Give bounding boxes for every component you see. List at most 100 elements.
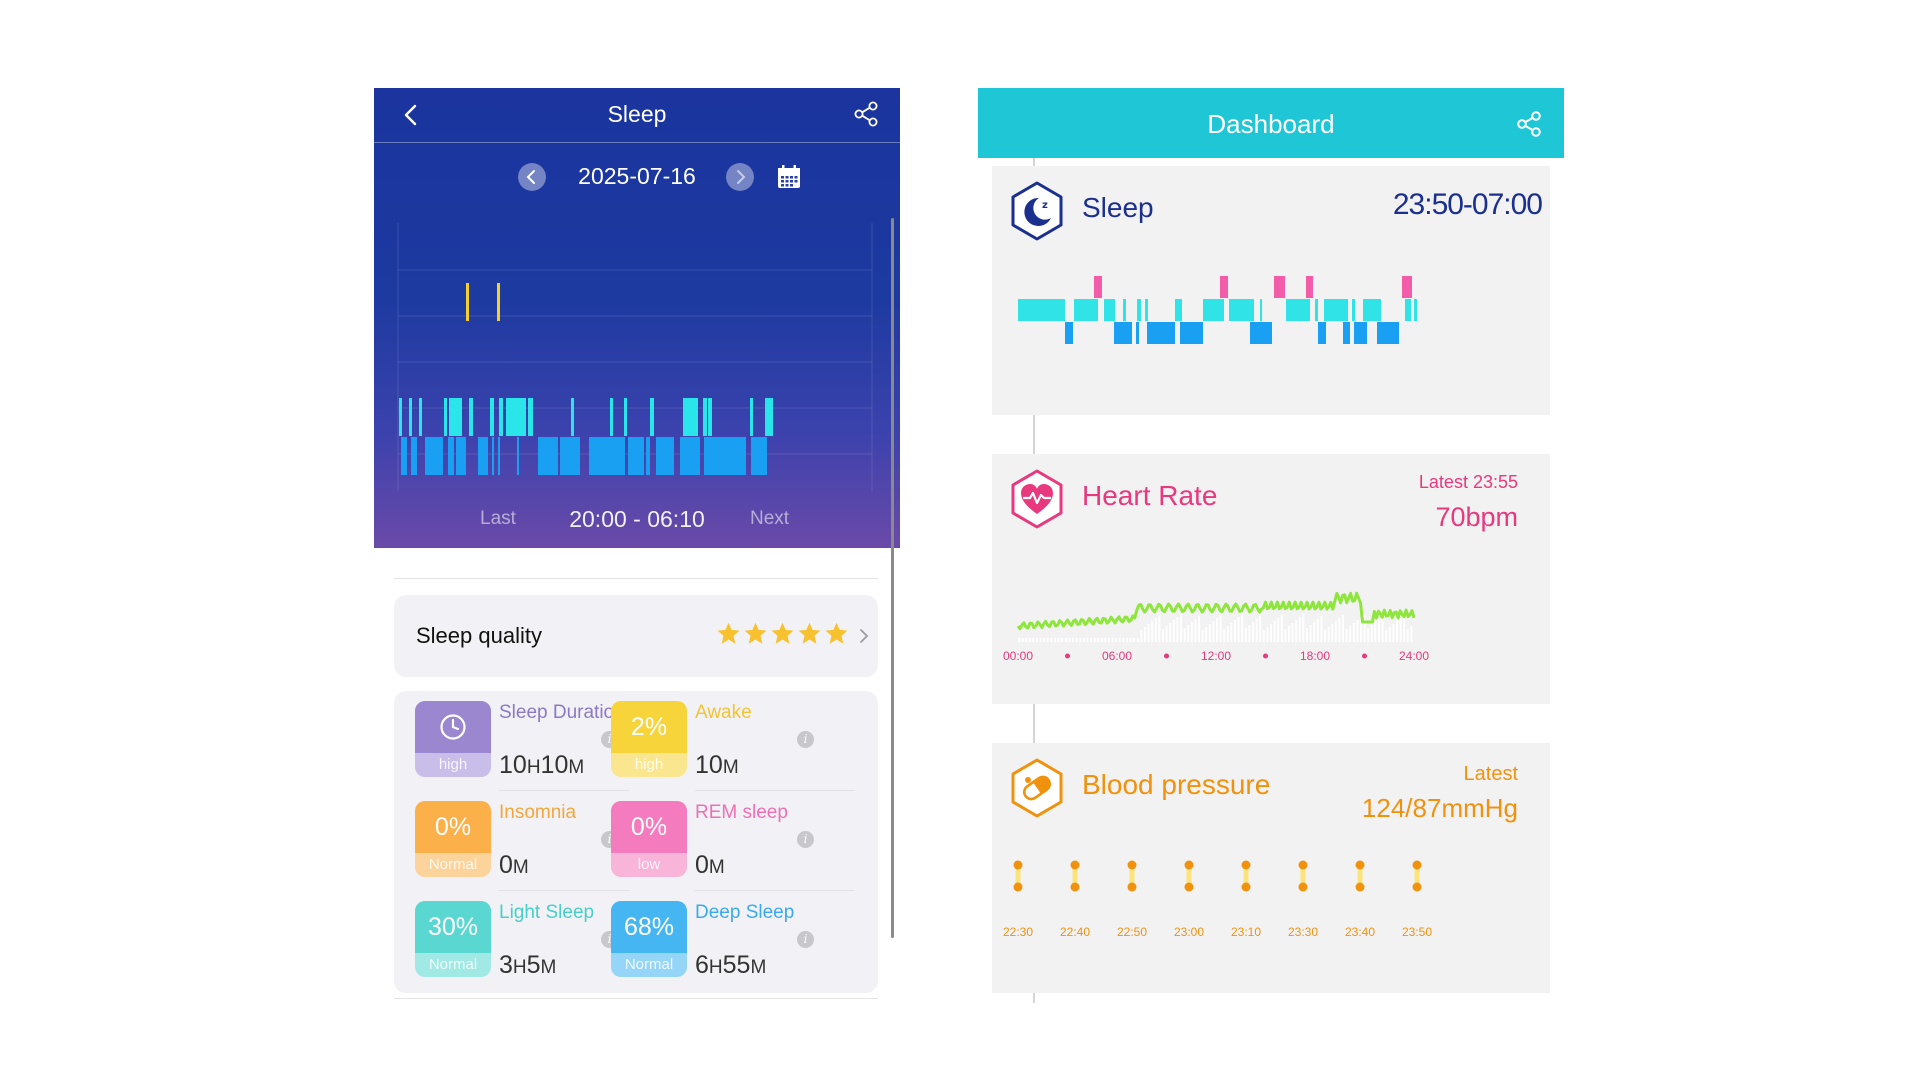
share-icon[interactable] <box>852 100 880 128</box>
sleep-card[interactable]: z Sleep 23:50-07:00 <box>992 166 1550 415</box>
stat-level: Normal <box>428 856 478 873</box>
stat-insomnia[interactable]: 0% Normal Insomnia i 0M <box>394 791 634 891</box>
stat-badge: 0% low <box>611 801 687 877</box>
calendar-icon[interactable] <box>776 164 802 190</box>
page-title: Sleep <box>607 101 667 127</box>
heart-rate-icon <box>1011 469 1063 529</box>
latest-label: Latest <box>1463 763 1518 785</box>
deep-segment <box>411 437 417 475</box>
x-axis-ticks: 00:00 06:00 12:00 18:00 24:00 <box>1003 649 1429 663</box>
stat-badge: 0% Normal <box>415 801 491 877</box>
sleep-moon-icon: z <box>1011 181 1063 241</box>
stat-level: high <box>438 756 468 773</box>
deep-segment <box>1180 322 1203 344</box>
heart-rate-value: 70bpm <box>1435 502 1518 532</box>
heart-rate-chart: 00:00 06:00 12:00 18:00 24:00 <box>1003 591 1429 663</box>
back-arrow-icon[interactable] <box>398 102 424 128</box>
diastolic-dot <box>1070 882 1080 892</box>
stat-badge: high <box>415 701 491 777</box>
blood-pressure-chart: 22:30 22:40 22:50 23:00 23:10 23:30 23:40 23:50 <box>1003 860 1432 939</box>
tick-dot <box>1362 653 1367 659</box>
deep-segment <box>538 437 558 475</box>
sleep-stats-grid: high Sleep Duration i 10H10M 2% high Awa… <box>394 691 878 993</box>
light-segment <box>688 398 698 436</box>
range-selector: Last 20:00 - 06:10 Next <box>374 504 900 534</box>
light-segment <box>765 398 773 436</box>
light-segment <box>683 398 688 436</box>
tick-dot <box>1065 653 1070 659</box>
stat-deep-sleep[interactable]: 68% Normal Deep Sleep i 6H55M <box>590 891 830 991</box>
tick-dot <box>1164 653 1169 659</box>
deep-segment <box>425 437 443 475</box>
light-segment <box>1229 299 1254 321</box>
light-segment <box>571 398 574 436</box>
x-tick-label: 00:00 <box>1003 649 1033 663</box>
next-button[interactable]: Next <box>750 508 790 529</box>
light-sleep-segments <box>1018 299 1417 321</box>
deep-segment <box>1114 322 1132 344</box>
stat-sleep-duration[interactable]: high Sleep Duration i 10H10M <box>394 691 634 791</box>
x-tick-label: 18:00 <box>1300 649 1330 663</box>
info-icon[interactable]: i <box>797 931 814 948</box>
deep-segment <box>1250 322 1272 344</box>
rem-segment <box>1220 276 1228 298</box>
stat-title: Insomnia <box>499 802 577 823</box>
bp-range-bar <box>1072 865 1078 887</box>
deep-segment <box>646 437 650 475</box>
date-label[interactable]: 2025-07-16 <box>578 163 696 189</box>
clock-icon <box>440 714 466 740</box>
deep-segment <box>1377 322 1399 344</box>
next-date-icon[interactable] <box>726 163 754 191</box>
x-tick-label: 23:10 <box>1231 925 1261 939</box>
light-segment <box>708 398 712 436</box>
diastolic-dot <box>1127 882 1137 892</box>
heart-rate-card[interactable]: Heart Rate Latest 23:55 70bpm 00:00 06:00… <box>992 454 1550 704</box>
sleep-quality-row[interactable]: Sleep quality <box>394 595 878 677</box>
light-segment <box>1145 299 1148 321</box>
x-axis-ticks: 22:30 22:40 22:50 23:00 23:10 23:30 23:40 23:50 <box>1003 925 1432 939</box>
stat-title: REM sleep <box>695 802 788 823</box>
bp-range-bar <box>1414 865 1420 887</box>
deep-segment <box>1147 322 1175 344</box>
systolic-dot <box>1184 860 1194 870</box>
x-tick-label: 23:50 <box>1402 925 1432 939</box>
stat-light-sleep[interactable]: 30% Normal Light Sleep i 3H5M <box>394 891 634 991</box>
awake-segment <box>497 283 500 321</box>
light-segment <box>1405 299 1411 321</box>
prev-date-icon[interactable] <box>518 163 546 191</box>
bp-range-bar <box>1357 865 1363 887</box>
systolic-dot <box>1127 860 1137 870</box>
deep-segment <box>1318 322 1326 344</box>
light-segment <box>624 398 627 436</box>
deep-segment <box>498 437 500 475</box>
info-icon[interactable]: i <box>797 731 814 748</box>
stat-value: 3H5M <box>499 951 557 979</box>
divider <box>394 998 878 999</box>
stat-awake[interactable]: 2% high Awake i 10M <box>590 691 830 791</box>
info-icon[interactable]: i <box>797 831 814 848</box>
deep-segment <box>589 437 625 475</box>
stat-rem-sleep[interactable]: 0% low REM sleep i 0M <box>590 791 830 891</box>
rem-segment <box>1402 276 1412 298</box>
light-segment <box>409 398 412 436</box>
stat-level: high <box>634 756 664 773</box>
last-button[interactable]: Last <box>480 508 516 529</box>
systolic-dot <box>1298 860 1308 870</box>
scrollbar[interactable] <box>891 218 894 938</box>
systolic-dot <box>1355 860 1365 870</box>
light-segment <box>1315 299 1318 321</box>
stat-title: Deep Sleep <box>695 902 795 923</box>
latest-time: Latest 23:55 <box>1418 472 1518 492</box>
share-icon[interactable] <box>1514 109 1544 139</box>
stat-value: 10M <box>695 751 739 779</box>
date-selector: 2025-07-16 <box>374 160 900 194</box>
blood-pressure-card[interactable]: Blood pressure Latest 124/87mmHg 22:30 22… <box>992 743 1550 993</box>
x-tick-label: 24:00 <box>1399 649 1429 663</box>
awake-segments <box>466 283 500 321</box>
stat-title: Sleep Duration <box>499 702 625 723</box>
deep-segment <box>628 437 644 475</box>
star-icon <box>744 622 767 644</box>
systolic-dot <box>1070 860 1080 870</box>
deep-segment <box>1343 322 1350 344</box>
light-segment <box>1286 299 1310 321</box>
